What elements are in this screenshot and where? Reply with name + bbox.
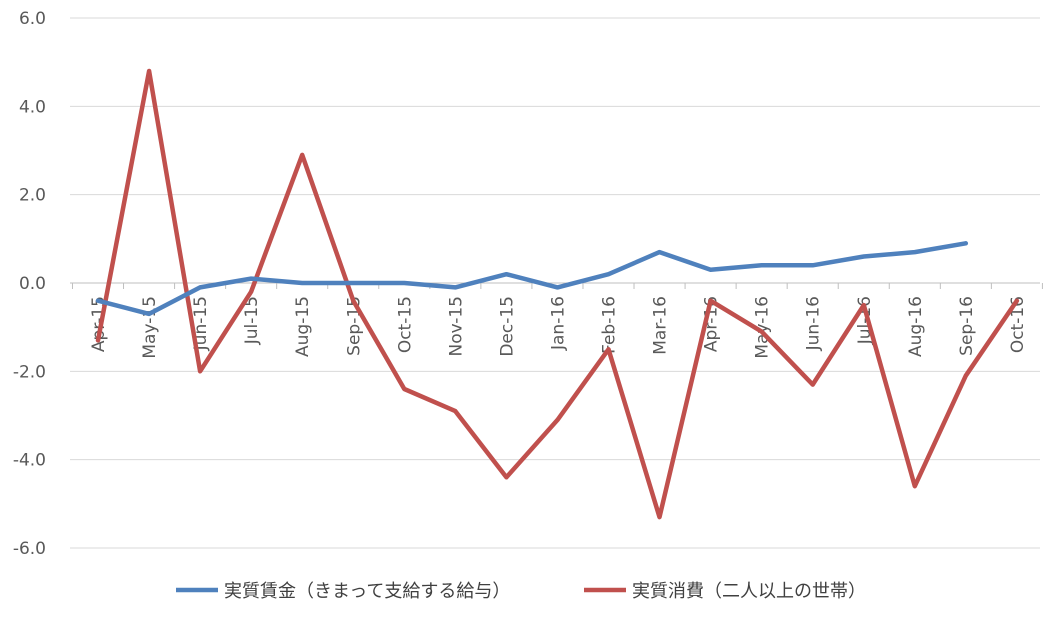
y-tick-label: 2.0 — [19, 186, 46, 206]
x-tick-label: Dec-15 — [497, 296, 517, 357]
x-tick-label: Aug-16 — [906, 296, 926, 357]
x-tick-label: Jul-15 — [242, 296, 262, 345]
x-tick-label: May-15 — [140, 296, 160, 359]
x-tick-label: Jun-16 — [804, 296, 824, 351]
y-tick-label: -6.0 — [13, 539, 46, 559]
x-tick-label: Jan-16 — [548, 296, 568, 351]
y-tick-label: 4.0 — [19, 97, 46, 117]
series-lines — [95, 68, 1020, 520]
legend-label: 実質賃金（きまって支給する給与） — [224, 581, 510, 602]
series-line-2 — [95, 68, 1020, 520]
x-tick-label: Mar-16 — [651, 296, 671, 355]
y-tick-label: -2.0 — [13, 362, 46, 382]
x-tick-label: Oct-15 — [395, 296, 415, 353]
x-tick-label: Sep-16 — [957, 296, 977, 356]
y-tick-label: 0.0 — [19, 274, 46, 294]
legend: 実質賃金（きまって支給する給与） 実質消費（二人以上の世帯） — [176, 581, 866, 602]
x-tick-label: Nov-15 — [446, 296, 466, 357]
x-tick-label: Feb-16 — [600, 296, 620, 354]
y-tick-label: -4.0 — [13, 451, 46, 471]
legend-label: 実質消費（二人以上の世帯） — [632, 581, 866, 602]
x-tick-label: Oct-16 — [1008, 296, 1028, 353]
x-tick-label: May-16 — [753, 296, 773, 359]
series-line-1 — [95, 241, 969, 317]
x-tick-label: Aug-15 — [293, 296, 313, 357]
y-axis-tick-labels: 6.0 4.0 2.0 0.0 -2.0 -4.0 -6.0 — [13, 9, 46, 559]
y-tick-label: 6.0 — [19, 9, 46, 29]
